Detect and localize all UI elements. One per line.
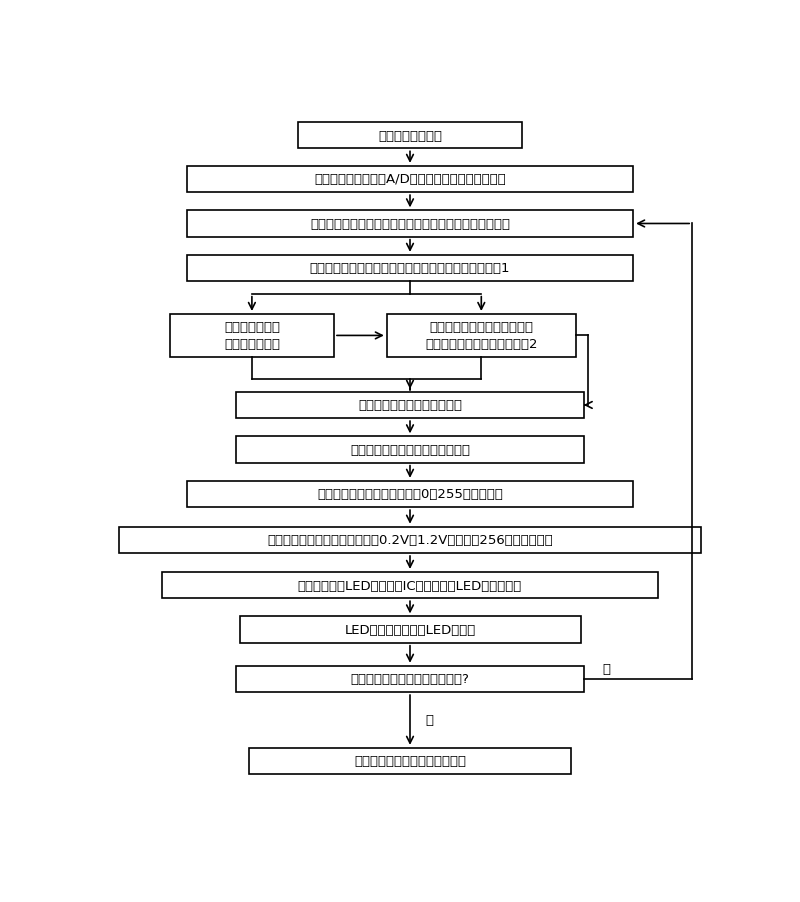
Bar [187, 167, 634, 193]
Text: 对每一帧数据进行判断，直到找到每一场信号开始的标志: 对每一帧数据进行判断，直到找到每一场信号开始的标志 [310, 217, 510, 231]
Text: 直到收到这一场
信号结束的标志: 直到收到这一场 信号结束的标志 [224, 321, 280, 351]
Bar [170, 315, 334, 357]
Bar [237, 437, 584, 463]
Text: LED的驱动电流控制LED的亮度: LED的驱动电流控制LED的亮度 [344, 623, 476, 636]
Bar [237, 666, 584, 693]
Text: 将模拟视频信号通过A/D转换并解码为标准数字信号: 将模拟视频信号通过A/D转换并解码为标准数字信号 [314, 173, 506, 187]
Text: 模拟视频信号输入: 模拟视频信号输入 [378, 130, 442, 143]
Bar [118, 527, 702, 554]
Text: 通过数字电位器得到一个对应于0.2V到1.2V的总共为256阶的模拟电压: 通过数字电位器得到一个对应于0.2V到1.2V的总共为256阶的模拟电压 [267, 534, 553, 547]
Bar [187, 211, 634, 237]
Text: 从这一帧数据开始将数据存储至动态存储器的帧缓冲区1: 从这一帧数据开始将数据存储至动态存储器的帧缓冲区1 [310, 262, 510, 275]
Bar [298, 123, 522, 149]
Text: 完成所有模拟视频信号的播放否?: 完成所有模拟视频信号的播放否? [350, 673, 470, 686]
Text: 计算出上述亮度信号的平均亮度值: 计算出上述亮度信号的平均亮度值 [350, 444, 470, 456]
Text: 结束，达到动态调节亮度的目的: 结束，达到动态调节亮度的目的 [354, 755, 466, 768]
Text: 用此电压控制LED恒流驱动IC并动态调节LED的驱动电流: 用此电压控制LED恒流驱动IC并动态调节LED的驱动电流 [298, 579, 522, 592]
Text: 否: 否 [602, 662, 610, 676]
Bar [162, 572, 658, 599]
Text: 按同样方法将下一场信号数据
存储至动态存储器的帧缓冲区2: 按同样方法将下一场信号数据 存储至动态存储器的帧缓冲区2 [425, 321, 538, 351]
Text: 取出这一场信号中的亮度信号: 取出这一场信号中的亮度信号 [358, 399, 462, 412]
Bar [237, 392, 584, 419]
Bar [239, 617, 581, 643]
Bar [187, 255, 634, 281]
Text: 是: 是 [426, 713, 434, 727]
Bar [386, 315, 576, 357]
Bar [249, 748, 571, 774]
Bar [187, 481, 634, 508]
Text: 将该平均亮度值转换为对应于0至255阶的对应值: 将该平均亮度值转换为对应于0至255阶的对应值 [317, 488, 503, 501]
